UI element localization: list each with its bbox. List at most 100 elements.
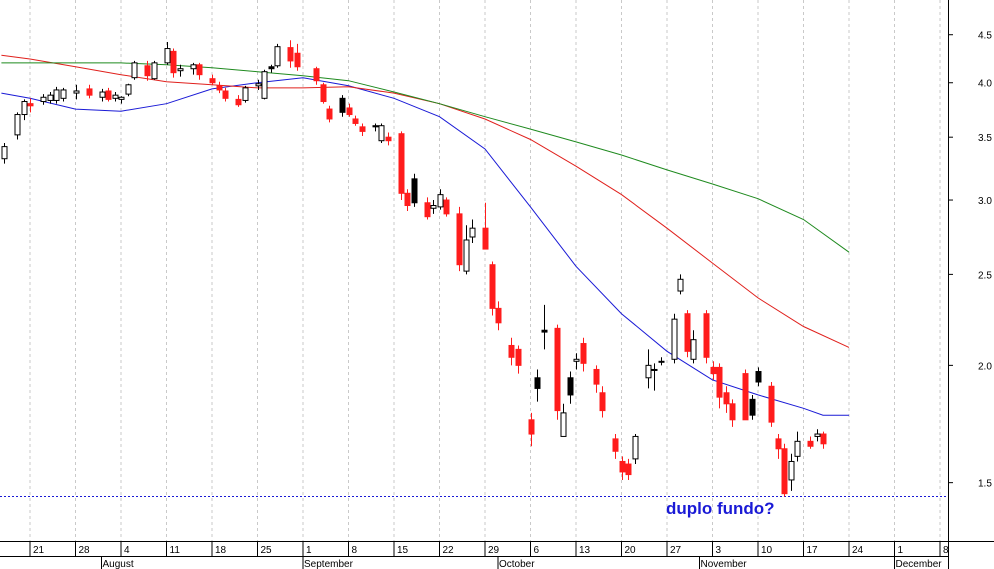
candle xyxy=(60,87,67,102)
candle xyxy=(274,43,281,68)
candle xyxy=(437,189,444,210)
candle-body xyxy=(60,89,67,99)
candle-body xyxy=(255,83,262,87)
candle xyxy=(651,363,658,391)
candle xyxy=(411,173,418,207)
y-tick-label: 3.0 xyxy=(978,196,992,207)
candle xyxy=(216,81,223,94)
candle-body xyxy=(261,71,268,99)
candle-body xyxy=(534,377,541,389)
candle-body xyxy=(645,364,652,379)
candle xyxy=(625,458,632,480)
candle xyxy=(508,337,515,366)
month-label: October xyxy=(499,559,535,569)
y-tick-label: 3.5 xyxy=(978,133,992,144)
candle xyxy=(14,112,21,140)
candle xyxy=(463,225,470,275)
candle xyxy=(268,64,275,73)
moving-average-line-3 xyxy=(1,62,850,253)
y-tick-label: 2.0 xyxy=(978,361,992,372)
candle xyxy=(749,394,756,420)
candle-body xyxy=(814,433,821,437)
candle-body xyxy=(567,377,574,396)
candle xyxy=(346,103,353,117)
candle xyxy=(1,143,8,164)
candle-body xyxy=(651,368,658,371)
candle-body xyxy=(482,227,489,250)
candle xyxy=(794,431,801,462)
candle xyxy=(125,83,132,97)
candle-body xyxy=(99,91,106,98)
candle-body xyxy=(599,392,606,412)
candle xyxy=(580,337,587,372)
candle-body xyxy=(489,264,496,309)
candle-body xyxy=(346,107,353,116)
candle-body xyxy=(326,108,333,120)
candle-body xyxy=(411,178,418,204)
candle xyxy=(690,330,697,364)
x-tick-label: 27 xyxy=(670,545,682,556)
candle xyxy=(73,84,80,100)
candle xyxy=(242,85,249,103)
candle-body xyxy=(424,202,431,218)
candle-body xyxy=(749,398,756,416)
candle xyxy=(164,42,171,65)
candle xyxy=(703,310,710,364)
candle xyxy=(443,197,450,217)
x-tick-label: 18 xyxy=(215,545,227,556)
candle xyxy=(489,261,496,316)
candle-body xyxy=(151,62,158,80)
candle-body xyxy=(21,101,28,116)
candle xyxy=(814,429,821,442)
candle xyxy=(495,301,502,331)
candle-body xyxy=(573,358,580,362)
candle-body xyxy=(242,87,249,101)
candle xyxy=(209,74,216,85)
x-tick-label: 6 xyxy=(534,545,540,556)
candle-body xyxy=(222,90,229,99)
candle-body xyxy=(742,373,749,421)
month-label: August xyxy=(103,559,134,569)
candle xyxy=(53,86,60,104)
candle-body xyxy=(580,343,587,364)
candle xyxy=(255,79,262,90)
candle xyxy=(807,436,814,449)
candle xyxy=(339,95,346,117)
candle xyxy=(404,189,411,212)
x-tick-label: 3 xyxy=(716,545,722,556)
candle xyxy=(40,94,47,105)
y-tick-label: 4.5 xyxy=(978,31,992,42)
moving-average-line-1 xyxy=(1,77,849,416)
x-tick-label: 24 xyxy=(852,545,864,556)
candle xyxy=(632,434,639,465)
candle-body xyxy=(684,313,691,352)
candle xyxy=(170,48,177,78)
candle-body xyxy=(352,118,359,124)
candle-body xyxy=(820,433,827,445)
candle-body xyxy=(372,125,379,128)
candle xyxy=(177,64,184,77)
candle xyxy=(554,324,561,420)
candle-body xyxy=(729,403,736,421)
candle-body xyxy=(703,313,710,358)
candle-body xyxy=(14,114,21,136)
candle xyxy=(716,363,723,409)
candle-body xyxy=(677,278,684,292)
candle xyxy=(196,62,203,80)
candle xyxy=(593,365,600,393)
y-tick-label: 2.5 xyxy=(978,270,992,281)
candle xyxy=(528,412,535,447)
candle-body xyxy=(443,199,450,215)
candle xyxy=(469,219,476,243)
candle xyxy=(658,357,665,366)
candle-body xyxy=(619,460,626,473)
candle-body xyxy=(268,66,275,70)
x-tick-label: 11 xyxy=(170,545,181,556)
candle xyxy=(742,369,749,421)
candle-body xyxy=(456,213,463,266)
candle-body xyxy=(144,65,151,77)
candle-body xyxy=(716,366,723,398)
candle xyxy=(118,96,125,104)
month-label: December xyxy=(896,559,943,569)
